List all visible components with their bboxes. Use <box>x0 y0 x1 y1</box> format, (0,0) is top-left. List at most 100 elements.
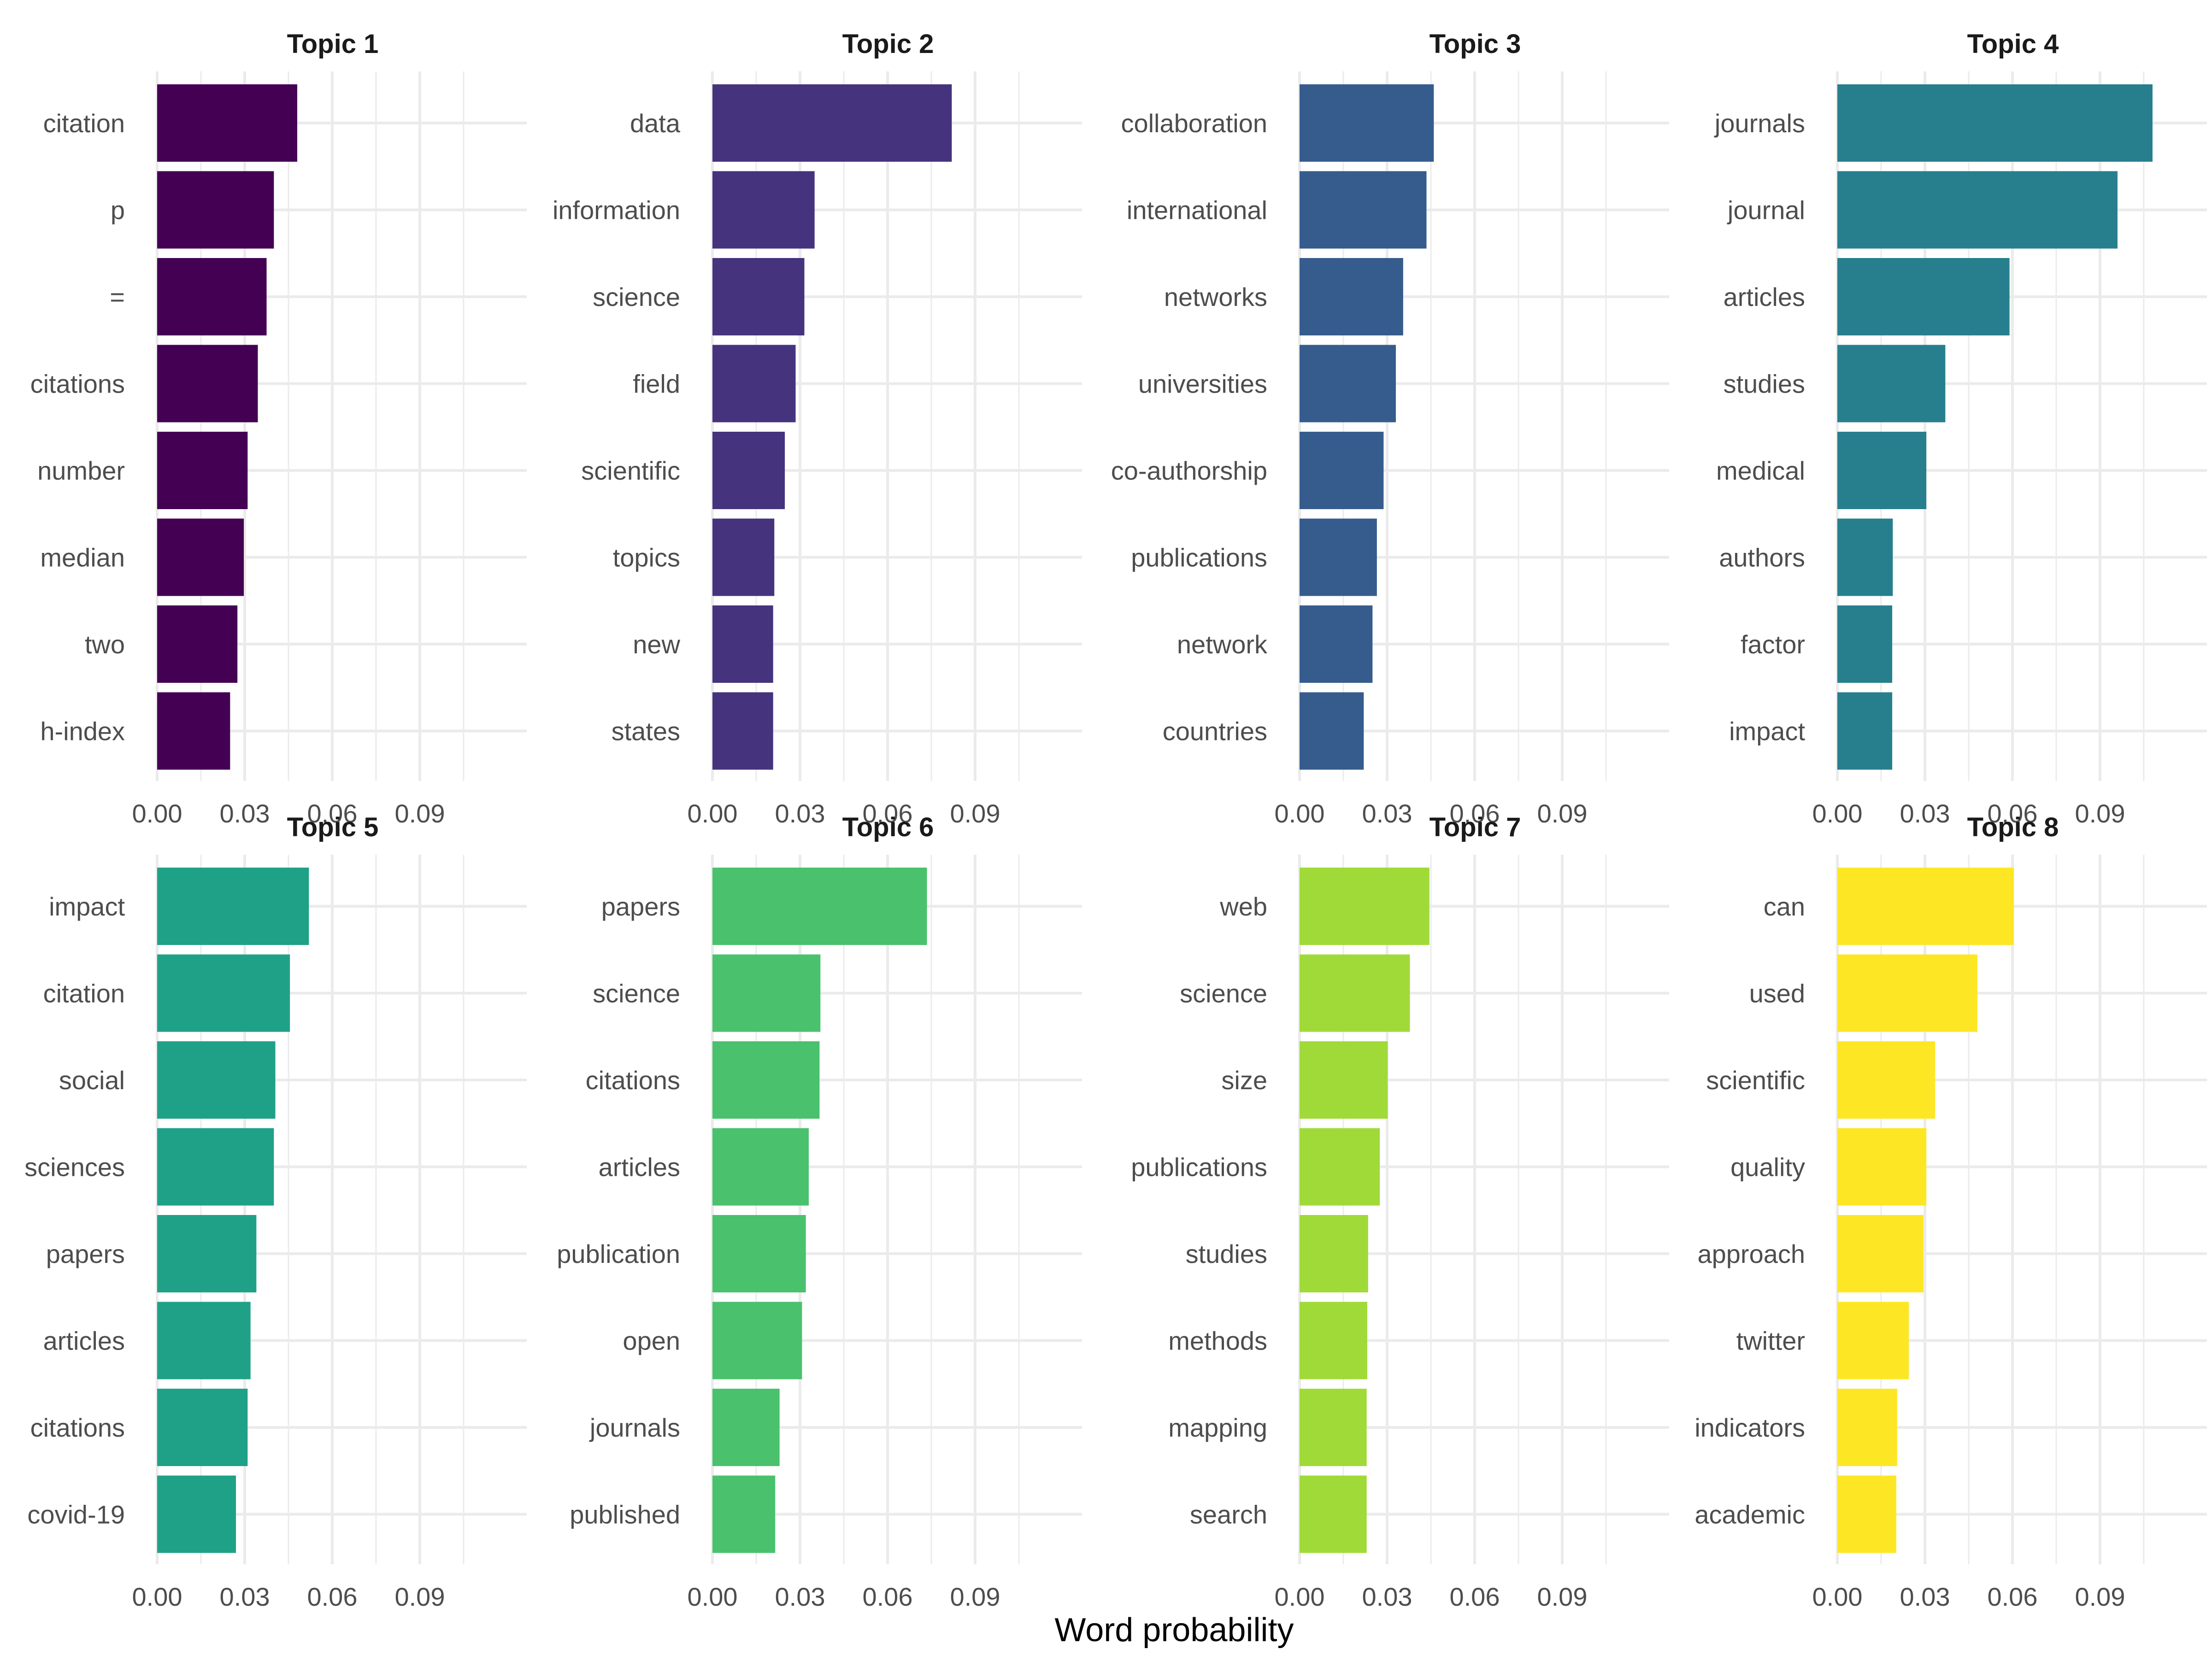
x-tick-label: 0.06 <box>1987 799 2037 828</box>
x-tick-label: 0.03 <box>219 1582 270 1611</box>
word-label: open <box>623 1326 680 1356</box>
x-tick-label: 0.06 <box>1987 1582 2037 1611</box>
panel-topic-1: Topic 1 citation p = citations number median tw… <box>30 29 527 828</box>
word-label: field <box>633 370 680 399</box>
bar-number <box>157 432 248 509</box>
x-tick-label: 0.06 <box>307 1582 357 1611</box>
x-tick-label: 0.03 <box>219 799 270 828</box>
bar-universities <box>1300 345 1396 423</box>
x-tick-label: 0.00 <box>688 799 738 828</box>
x-tick-label: 0.00 <box>1812 799 1863 828</box>
bar-sciences <box>157 1128 274 1206</box>
word-label: states <box>612 717 680 746</box>
bar-science <box>712 954 821 1032</box>
panel-title: Topic 2 <box>842 29 934 59</box>
bar-social <box>157 1041 276 1119</box>
word-label: published <box>570 1500 680 1529</box>
panel-title: Topic 3 <box>1430 29 1521 59</box>
bar-journals <box>1837 84 2153 162</box>
bar-articles <box>157 1302 251 1379</box>
x-tick-label: 0.06 <box>307 799 357 828</box>
bar-published <box>712 1475 776 1553</box>
word-label: number <box>37 456 125 485</box>
x-tick-label: 0.03 <box>775 799 825 828</box>
word-label: authors <box>1719 543 1805 572</box>
bar-papers <box>157 1215 257 1292</box>
bar-mapping <box>1300 1389 1367 1466</box>
bar-two <box>157 605 238 683</box>
word-label: information <box>553 196 680 225</box>
panel-topic-3: Topic 3 collaboration international network… <box>1111 29 1669 828</box>
word-label: methods <box>1168 1326 1267 1356</box>
x-tick-label: 0.09 <box>950 1582 1000 1611</box>
panel-title: Topic 8 <box>1967 812 2059 842</box>
word-label: publications <box>1131 1153 1267 1182</box>
bar-size <box>1300 1041 1388 1119</box>
bar-states <box>712 692 773 770</box>
word-label: science <box>1180 979 1267 1008</box>
panel-title: Topic 6 <box>842 812 934 842</box>
word-label: international <box>1127 196 1267 225</box>
word-label: citations <box>586 1066 680 1095</box>
x-tick-label: 0.00 <box>688 1582 738 1611</box>
bar-information <box>712 171 815 249</box>
word-label: h-index <box>40 717 125 746</box>
x-tick-label: 0.09 <box>950 799 1000 828</box>
x-tick-label: 0.06 <box>862 799 912 828</box>
word-label: quality <box>1730 1153 1805 1182</box>
bar-can <box>1837 868 2014 945</box>
word-label: data <box>630 109 681 138</box>
bar-used <box>1837 954 1977 1032</box>
bar-indicators <box>1837 1389 1897 1466</box>
panel-topic-6: Topic 6 papers science citations articles pub… <box>557 812 1082 1611</box>
x-tick-label: 0.09 <box>394 799 445 828</box>
word-label: covid-19 <box>27 1500 125 1529</box>
x-tick-label: 0.09 <box>2075 799 2125 828</box>
word-label: science <box>593 282 680 311</box>
bar-science <box>712 258 805 335</box>
word-label: median <box>40 543 125 572</box>
panel-title: Topic 1 <box>287 29 379 59</box>
bar-topics <box>712 518 775 596</box>
word-label: medical <box>1716 456 1805 485</box>
word-label: mapping <box>1168 1413 1267 1442</box>
word-label: countries <box>1163 717 1267 746</box>
word-label: factor <box>1741 630 1805 659</box>
word-label: studies <box>1186 1239 1267 1268</box>
x-tick-label: 0.00 <box>1275 799 1325 828</box>
word-label: new <box>633 630 680 659</box>
bar-scientific <box>712 432 785 509</box>
word-label: sciences <box>24 1153 125 1182</box>
bar-science <box>1300 954 1410 1032</box>
word-label: social <box>59 1066 125 1095</box>
word-label: co-authorship <box>1111 456 1267 485</box>
bar-field <box>712 345 796 423</box>
x-tick-label: 0.03 <box>1362 1582 1412 1611</box>
word-label: impact <box>1729 717 1805 746</box>
bar-covid-19 <box>157 1475 236 1553</box>
bar-publications <box>1300 518 1377 596</box>
panel-title: Topic 7 <box>1430 812 1521 842</box>
bar-scientific <box>1837 1041 1936 1119</box>
x-tick-label: 0.00 <box>1275 1582 1325 1611</box>
panel-title: Topic 4 <box>1967 29 2059 59</box>
panel-topic-8: Topic 8 can used scientific quality approach t… <box>1694 812 2207 1611</box>
word-label: search <box>1190 1500 1267 1529</box>
word-label: impact <box>49 892 125 921</box>
x-tick-label: 0.09 <box>2075 1582 2125 1611</box>
word-label: = <box>110 282 125 311</box>
word-label: scientific <box>581 456 680 485</box>
bar-journals <box>712 1389 780 1466</box>
word-label: can <box>1764 892 1805 921</box>
word-label: journals <box>589 1413 680 1442</box>
bar-approach <box>1837 1215 1924 1292</box>
bar-search <box>1300 1475 1367 1553</box>
panel-topic-2: Topic 2 data information science field scient… <box>553 29 1082 828</box>
bar-quality <box>1837 1128 1927 1206</box>
bar-median <box>157 518 244 596</box>
x-tick-label: 0.09 <box>1537 1582 1587 1611</box>
bar-collaboration <box>1300 84 1434 162</box>
x-tick-label: 0.03 <box>1900 1582 1950 1611</box>
bar-studies <box>1300 1215 1368 1292</box>
